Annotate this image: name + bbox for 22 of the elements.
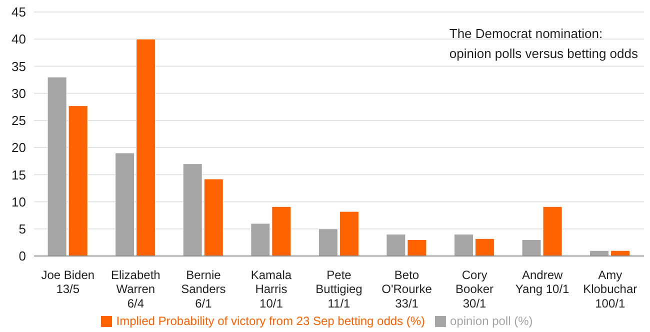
y-tick-label: 5 [18,222,26,237]
x-tick-label: Pete Buttigieg 11/1 [316,268,362,311]
y-tick-label: 40 [12,32,26,47]
annotation: The Democrat nomination: opinion polls versus betting odds [449,25,638,63]
x-tick-label: Joe Biden 13/5 [41,268,95,296]
y-tick-label: 30 [12,86,26,101]
x-tick-label: Elizabeth Warren 6/4 [110,268,160,311]
x-tick-label: Kamala Harris 10/1 [250,268,292,311]
x-tick-label: Andrew Yang 10/1 [515,268,570,296]
x-tick-label: Amy Klobuchar 100/1 [583,268,638,311]
y-tick-label: 0 [18,248,26,264]
y-tick-label: 20 [12,140,26,156]
legend-label: Implied Probability of victory from 23 Sep betting odds (%) [116,314,426,328]
y-tick-label: 25 [12,113,26,128]
y-tick-label: 10 [12,194,26,210]
legend-label: opinion poll (%) [450,314,533,328]
x-tick-label: Beto O'Rourke 33/1 [382,268,432,311]
y-tick-label: 15 [12,167,26,182]
y-tick-label: 45 [12,4,26,20]
x-tick-label: Bernie Sanders 6/1 [181,268,226,311]
y-tick-label: 35 [12,58,26,74]
x-tick-label: Cory Booker 30/1 [456,268,494,311]
